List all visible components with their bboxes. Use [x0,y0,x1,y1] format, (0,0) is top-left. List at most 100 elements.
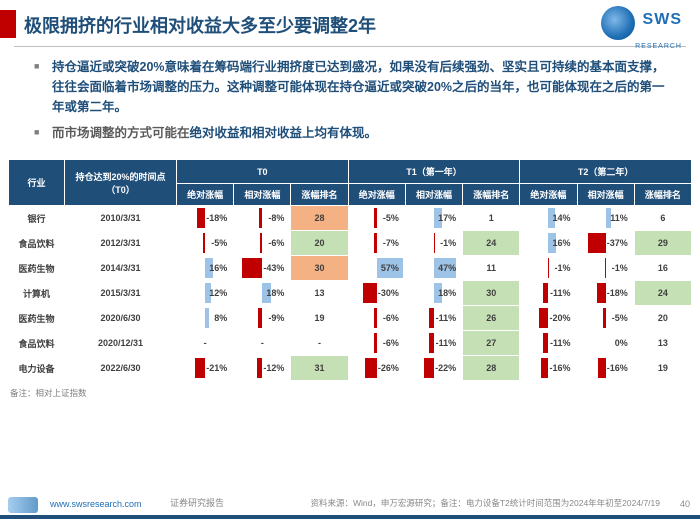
accent-bar [0,10,16,38]
footer: www.swsresearch.com 证券研究报告 资料来源：Wind，申万宏… [0,491,700,519]
bar-cell: -1% [405,231,462,256]
footer-source: 资料来源：Wind，申万宏源研究；备注：电力设备T2统计时间范围为2024年年初… [310,497,660,509]
cell-date: 2020/12/31 [65,331,177,356]
logo-text: SWS [643,11,682,29]
bar-cell: -1% [577,256,634,281]
slide: 极限拥挤的行业相对收益大多至少要调整2年 SWS RESEARCH 持仓逼近或突… [0,0,700,525]
bullet-list: 持仓逼近或突破20%意味着在筹码端行业拥挤度已达到盛况，如果没有后续强劲、坚实且… [0,47,700,157]
bar-cell: 8% [177,306,234,331]
cell-industry: 银行 [9,206,65,231]
cell-date: 2015/3/31 [65,281,177,306]
cell-date: 2012/3/31 [65,231,177,256]
bar-cell: -5% [177,231,234,256]
footer-label: 证券研究报告 [170,496,224,509]
table-head: 行业 持仓达到20%的时间点（T0） T0 T1（第一年） T2（第二年） 绝对… [9,160,692,206]
cell-date: 2022/6/30 [65,356,177,381]
cell-industry: 医药生物 [9,306,65,331]
table-row: 食品饮料2020/12/31----6%-11%27-11%0%13 [9,331,692,356]
bar-cell: -6% [348,306,405,331]
bar-cell: -7% [348,231,405,256]
rank-cell: 26 [463,306,520,331]
bar-cell: -18% [577,281,634,306]
cell-industry: 计算机 [9,281,65,306]
bar-cell: -1% [520,256,577,281]
bullet-1: 持仓逼近或突破20%意味着在筹码端行业拥挤度已达到盛况，如果没有后续强劲、坚实且… [34,57,666,117]
bar-cell: -37% [577,231,634,256]
logo-subtext: RESEARCH [601,43,682,50]
rank-cell: 6 [634,206,691,231]
bar-cell: 14% [520,206,577,231]
footer-logo-icon [8,497,38,513]
bar-cell: 18% [405,281,462,306]
bar-cell: -11% [405,306,462,331]
table-body: 银行2010/3/31-18%-8%28-5%17%114%11%6食品饮料20… [9,206,692,381]
bar-cell: -9% [234,306,291,331]
table-row: 医药生物2014/3/3116%-43%3057%47%11-1%-1%16 [9,256,692,281]
bar-cell: -30% [348,281,405,306]
rank-cell: 28 [291,206,348,231]
rank-cell: - [291,331,348,356]
rank-cell: 24 [463,231,520,256]
bar-cell: 12% [177,281,234,306]
sub-rank-0: 涨幅排名 [291,184,348,206]
bar-cell: -18% [177,206,234,231]
cell-date: 2014/3/31 [65,256,177,281]
colgroup-t1: T1（第一年） [348,160,520,184]
col-industry: 行业 [9,160,65,206]
bar-cell: -6% [348,331,405,356]
bar-cell: 11% [577,206,634,231]
bar-cell: 0% [577,331,634,356]
bar-cell: -21% [177,356,234,381]
bar-cell: 16% [520,231,577,256]
footer-url: www.swsresearch.com [50,499,142,509]
sub-rel-0: 相对涨幅 [234,184,291,206]
footer-accent [0,515,700,519]
table-row: 电力设备2022/6/30-21%-12%31-26%-22%28-16%-16… [9,356,692,381]
rank-cell: 31 [291,356,348,381]
bar-cell: -11% [405,331,462,356]
bar-cell: -5% [348,206,405,231]
rank-cell: 28 [463,356,520,381]
data-table: 行业 持仓达到20%的时间点（T0） T0 T1（第一年） T2（第二年） 绝对… [8,159,692,381]
sub-rank-2: 涨幅排名 [634,184,691,206]
rank-cell: 19 [634,356,691,381]
cell-industry: 医药生物 [9,256,65,281]
colgroup-t0: T0 [177,160,349,184]
sub-rel-2: 相对涨幅 [577,184,634,206]
sub-abs-2: 绝对涨幅 [520,184,577,206]
bar-cell: -16% [520,356,577,381]
cell-empty: - [234,331,291,356]
cell-industry: 食品饮料 [9,331,65,356]
cell-industry: 电力设备 [9,356,65,381]
cell-industry: 食品饮料 [9,231,65,256]
bar-cell: -12% [234,356,291,381]
cell-date: 2020/6/30 [65,306,177,331]
table-row: 计算机2015/3/3112%18%13-30%18%30-11%-18%24 [9,281,692,306]
sub-rank-1: 涨幅排名 [463,184,520,206]
bar-cell: 17% [405,206,462,231]
bar-cell: -11% [520,281,577,306]
bar-cell: -26% [348,356,405,381]
colgroup-t2: T2（第二年） [520,160,692,184]
logo-swirl-icon [601,6,635,40]
rank-cell: 30 [463,281,520,306]
rank-cell: 30 [291,256,348,281]
table-note: 备注：相对上证指数 [10,387,700,399]
cell-empty: - [177,331,234,356]
rank-cell: 19 [291,306,348,331]
bar-cell: 57% [348,256,405,281]
sub-abs-0: 绝对涨幅 [177,184,234,206]
table-row: 银行2010/3/31-18%-8%28-5%17%114%11%6 [9,206,692,231]
bar-cell: 18% [234,281,291,306]
rank-cell: 1 [463,206,520,231]
page-title: 极限拥挤的行业相对收益大多至少要调整2年 [24,12,376,38]
col-date: 持仓达到20%的时间点（T0） [65,160,177,206]
rank-cell: 16 [634,256,691,281]
header: 极限拥挤的行业相对收益大多至少要调整2年 SWS RESEARCH [0,0,700,46]
bar-cell: -22% [405,356,462,381]
bullet-2: 而市场调整的方式可能在绝对收益和相对收益上均有体现。 [34,123,666,143]
bar-cell: -16% [577,356,634,381]
bar-cell: -43% [234,256,291,281]
bar-cell: -20% [520,306,577,331]
bar-cell: -11% [520,331,577,356]
